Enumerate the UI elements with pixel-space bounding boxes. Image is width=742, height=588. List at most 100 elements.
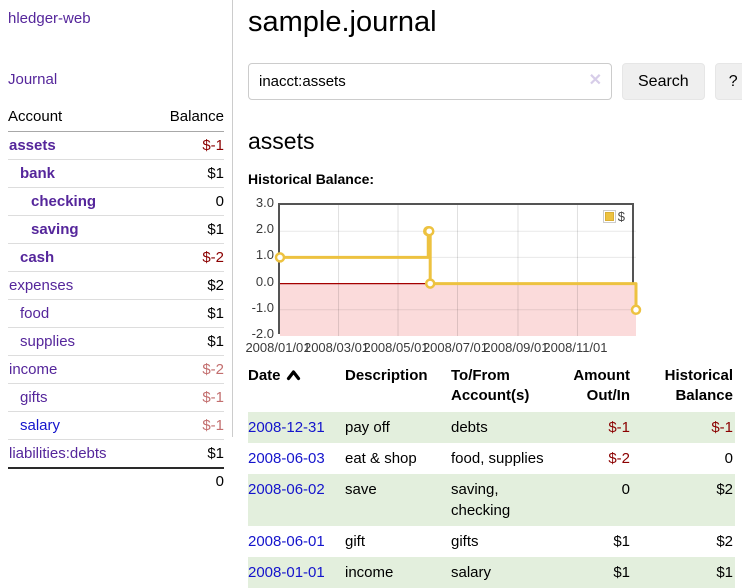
account-row: saving $1 bbox=[8, 215, 224, 244]
account-link-assets[interactable]: assets bbox=[9, 137, 56, 154]
accounts-header-account: Account bbox=[8, 104, 148, 132]
search-form: ✕ Search ? bbox=[248, 63, 742, 100]
transaction-accounts: salary bbox=[451, 564, 492, 581]
account-balance: $1 bbox=[147, 299, 224, 328]
account-balance: $2 bbox=[147, 271, 224, 300]
transaction-description: save bbox=[345, 481, 377, 498]
register-header-date: Date bbox=[248, 364, 345, 412]
register-header-balance: Historical Balance bbox=[664, 367, 733, 404]
register-row: 2008-01-01 income salary $1 $1 bbox=[248, 557, 735, 588]
search-input[interactable] bbox=[248, 63, 612, 100]
y-axis-tick: 0.0 bbox=[255, 273, 274, 289]
account-row: cash $-2 bbox=[8, 243, 224, 272]
register-header-tofrom: To/From Account(s) bbox=[451, 367, 530, 404]
sidebar: hledger-web Journal Account Balance asse… bbox=[0, 0, 233, 494]
register-header-amount: Amount Out/In bbox=[573, 367, 630, 404]
transaction-balance: $1 bbox=[716, 564, 733, 581]
account-row: gifts $-1 bbox=[8, 383, 224, 412]
sort-by-date-link[interactable]: Date bbox=[248, 366, 301, 386]
account-link-saving[interactable]: saving bbox=[31, 221, 79, 238]
transaction-balance: $-1 bbox=[711, 419, 733, 436]
account-link-supplies[interactable]: supplies bbox=[20, 333, 76, 350]
transaction-date-link[interactable]: 2008-12-31 bbox=[248, 419, 325, 436]
transaction-amount: $1 bbox=[613, 533, 630, 550]
account-balance: 0 bbox=[147, 187, 224, 216]
sort-ascending-icon bbox=[286, 367, 301, 387]
historical-balance-chart[interactable]: $3.0 2.0 1.0 0.0 -1.0 -2.0 2008/01/01 2008/03/0… bbox=[245, 196, 742, 358]
accounts-total-spacer bbox=[8, 467, 148, 494]
transaction-amount: 0 bbox=[621, 481, 630, 498]
account-row: assets $-1 bbox=[8, 131, 224, 160]
account-page-title: assets bbox=[248, 128, 315, 154]
app-title-link[interactable]: hledger-web bbox=[8, 10, 91, 27]
transaction-balance: $2 bbox=[716, 533, 733, 550]
account-row: income $-2 bbox=[8, 355, 224, 384]
search-help-button[interactable]: ? bbox=[714, 63, 742, 100]
transaction-balance: $2 bbox=[716, 481, 733, 498]
transaction-date-link[interactable]: 2008-01-01 bbox=[248, 564, 325, 581]
transaction-date-link[interactable]: 2008-06-03 bbox=[248, 450, 325, 467]
y-axis-tick: -1.0 bbox=[251, 299, 274, 315]
account-row: salary $-1 bbox=[8, 411, 224, 440]
account-balance: $-2 bbox=[147, 243, 224, 272]
register-header-row: Date Description To/From Account(s) Amou… bbox=[248, 364, 735, 412]
nav-journal-link[interactable]: Journal bbox=[8, 71, 58, 88]
account-balance: $-1 bbox=[147, 411, 224, 440]
account-link-gifts[interactable]: gifts bbox=[20, 389, 48, 406]
account-link-food[interactable]: food bbox=[20, 305, 50, 322]
transaction-accounts: gifts bbox=[451, 533, 479, 550]
transaction-amount: $-1 bbox=[608, 419, 630, 436]
account-row: expenses $2 bbox=[8, 271, 224, 300]
register-table: Date Description To/From Account(s) Amou… bbox=[248, 364, 735, 588]
account-row: supplies $1 bbox=[8, 327, 224, 356]
account-balance: $1 bbox=[147, 159, 224, 188]
chart-title: Historical Balance: bbox=[248, 171, 375, 187]
account-row: food $1 bbox=[8, 299, 224, 328]
account-balance: $1 bbox=[147, 439, 224, 469]
account-link-expenses[interactable]: expenses bbox=[9, 277, 74, 294]
accounts-header-balance: Balance bbox=[147, 104, 224, 132]
account-link-checking[interactable]: checking bbox=[31, 193, 97, 210]
y-axis-tick: 2.0 bbox=[255, 221, 274, 237]
account-link-cash[interactable]: cash bbox=[20, 249, 55, 266]
y-axis-tick: -2.0 bbox=[251, 326, 274, 341]
account-link-bank[interactable]: bank bbox=[20, 165, 56, 182]
account-link-income[interactable]: income bbox=[9, 361, 58, 378]
account-balance: $-2 bbox=[147, 355, 224, 384]
accounts-total-row: 0 bbox=[8, 467, 224, 494]
transaction-balance: 0 bbox=[724, 450, 733, 467]
transaction-description: pay off bbox=[345, 419, 390, 436]
main-content: sample.journal ✕ Search ? assets Histori… bbox=[233, 0, 742, 588]
journal-title: sample.journal bbox=[248, 6, 437, 38]
register-row: 2008-06-01 gift gifts $1 $2 bbox=[248, 526, 735, 557]
transaction-accounts: food, supplies bbox=[451, 450, 544, 467]
account-row: bank $1 bbox=[8, 159, 224, 188]
account-balance: $-1 bbox=[147, 383, 224, 412]
register-row: 2008-06-02 save saving, checking 0 $2 bbox=[248, 474, 735, 526]
account-row: checking 0 bbox=[8, 187, 224, 216]
transaction-accounts: saving, checking bbox=[451, 481, 511, 519]
transaction-date-link[interactable]: 2008-06-02 bbox=[248, 481, 325, 498]
transaction-amount: $-2 bbox=[608, 450, 630, 467]
account-link-liabilities-debts[interactable]: liabilities:debts bbox=[9, 445, 107, 462]
account-link-salary[interactable]: salary bbox=[20, 417, 61, 434]
search-button[interactable]: Search bbox=[622, 63, 705, 100]
x-axis-tick: 2008/05/01 bbox=[363, 340, 429, 355]
account-balance: $-1 bbox=[147, 131, 224, 160]
legend-label: $ bbox=[617, 209, 625, 224]
y-axis-tick: 3.0 bbox=[255, 195, 274, 210]
account-balance: $1 bbox=[147, 327, 224, 356]
register-row: 2008-06-03 eat & shop food, supplies $-2 0 bbox=[248, 443, 735, 474]
account-row: liabilities:debts $1 bbox=[8, 439, 224, 469]
transaction-description: income bbox=[345, 564, 394, 581]
transaction-date-link[interactable]: 2008-06-01 bbox=[248, 533, 325, 550]
register-header-description: Description bbox=[345, 367, 428, 384]
clear-search-icon[interactable]: ✕ bbox=[588, 72, 602, 89]
transaction-accounts: debts bbox=[451, 419, 488, 436]
chart-plot-area[interactable]: $ bbox=[274, 203, 642, 336]
transaction-amount: $1 bbox=[613, 564, 630, 581]
search-field-wrap: ✕ bbox=[248, 63, 612, 100]
transaction-description: eat & shop bbox=[345, 450, 417, 467]
x-axis-tick: 2008/03/01 bbox=[303, 340, 370, 355]
